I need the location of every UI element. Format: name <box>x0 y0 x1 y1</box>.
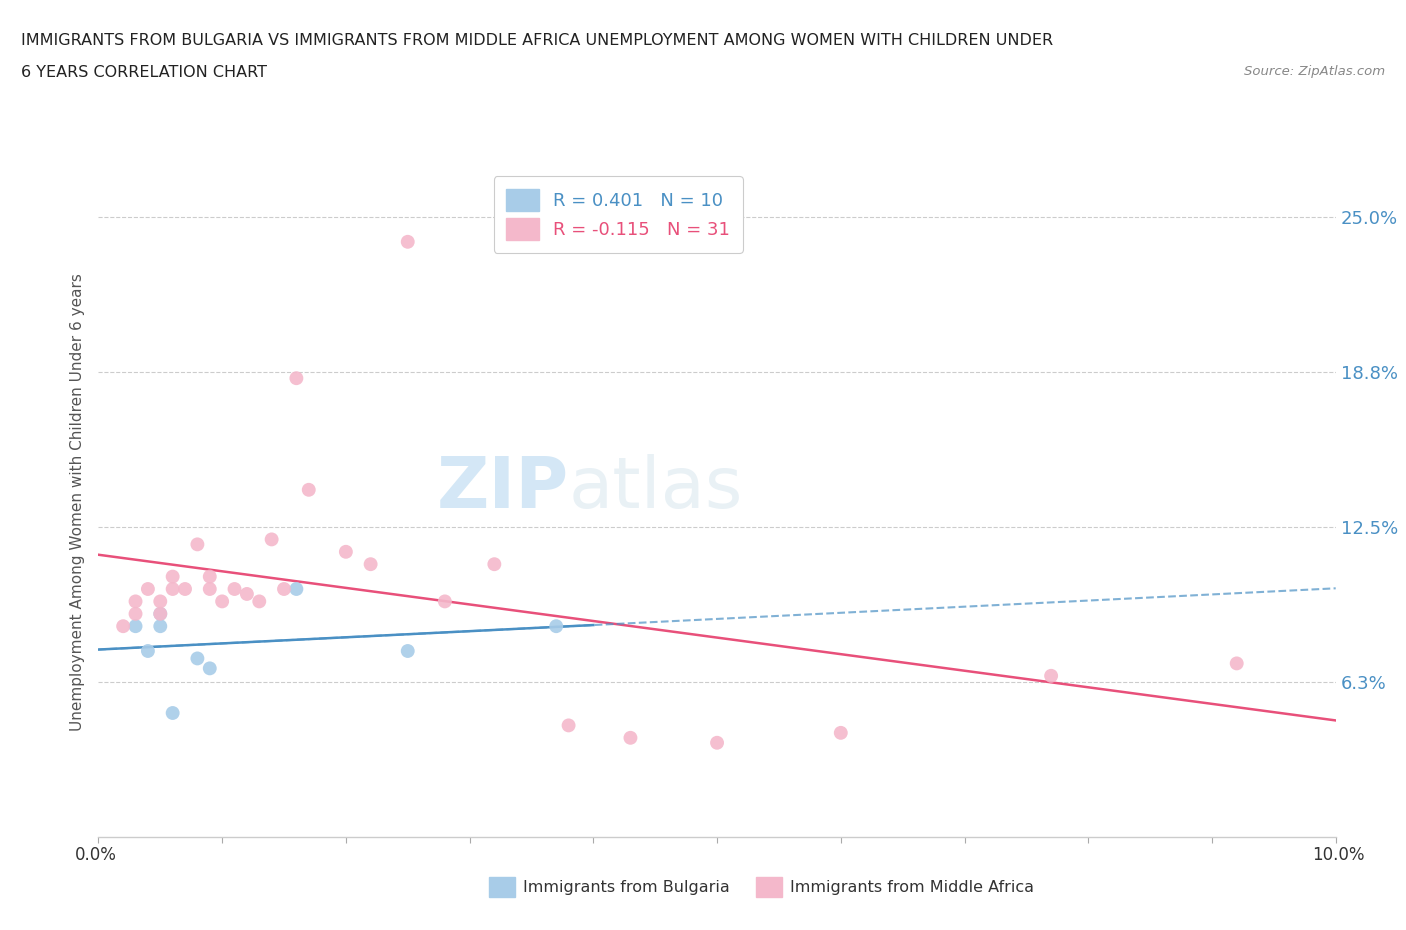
Point <box>830 725 852 740</box>
Point <box>186 651 208 666</box>
Point <box>162 581 184 596</box>
Point <box>433 594 456 609</box>
Point <box>360 557 382 572</box>
Point <box>211 594 233 609</box>
Text: atlas: atlas <box>568 455 742 524</box>
Point <box>285 581 308 596</box>
Point <box>198 569 221 584</box>
Point <box>162 706 184 721</box>
Text: Source: ZipAtlas.com: Source: ZipAtlas.com <box>1244 65 1385 78</box>
Text: ZIP: ZIP <box>436 455 568 524</box>
Point <box>124 618 146 633</box>
Point <box>706 736 728 751</box>
Point <box>136 581 159 596</box>
Point <box>112 618 135 633</box>
Point <box>484 557 506 572</box>
Point <box>124 606 146 621</box>
Point <box>224 581 246 596</box>
Point <box>149 606 172 621</box>
Point <box>162 569 184 584</box>
Text: IMMIGRANTS FROM BULGARIA VS IMMIGRANTS FROM MIDDLE AFRICA UNEMPLOYMENT AMONG WOM: IMMIGRANTS FROM BULGARIA VS IMMIGRANTS F… <box>21 33 1053 47</box>
Point <box>149 606 172 621</box>
Point <box>198 581 221 596</box>
Point <box>396 234 419 249</box>
Point <box>285 371 308 386</box>
Point <box>1226 656 1249 671</box>
Point <box>174 581 197 596</box>
Text: 0.0%: 0.0% <box>75 846 117 864</box>
Legend: R = 0.401   N = 10, R = -0.115   N = 31: R = 0.401 N = 10, R = -0.115 N = 31 <box>494 177 742 253</box>
Text: 10.0%: 10.0% <box>1312 846 1365 864</box>
Point <box>546 618 568 633</box>
Point <box>335 544 357 559</box>
Point <box>298 483 321 498</box>
Point <box>396 644 419 658</box>
Point <box>149 594 172 609</box>
Point <box>557 718 579 733</box>
Point <box>260 532 283 547</box>
Text: 6 YEARS CORRELATION CHART: 6 YEARS CORRELATION CHART <box>21 65 267 80</box>
Point <box>149 618 172 633</box>
Point <box>1040 669 1063 684</box>
Point <box>247 594 270 609</box>
Text: Immigrants from Middle Africa: Immigrants from Middle Africa <box>790 880 1035 895</box>
Y-axis label: Unemployment Among Women with Children Under 6 years: Unemployment Among Women with Children U… <box>69 273 84 731</box>
Point <box>186 537 208 551</box>
Text: Immigrants from Bulgaria: Immigrants from Bulgaria <box>523 880 730 895</box>
Point <box>273 581 295 596</box>
Point <box>198 661 221 676</box>
Point <box>124 594 146 609</box>
Point <box>236 587 259 602</box>
Point <box>136 644 159 658</box>
Point <box>619 730 641 745</box>
